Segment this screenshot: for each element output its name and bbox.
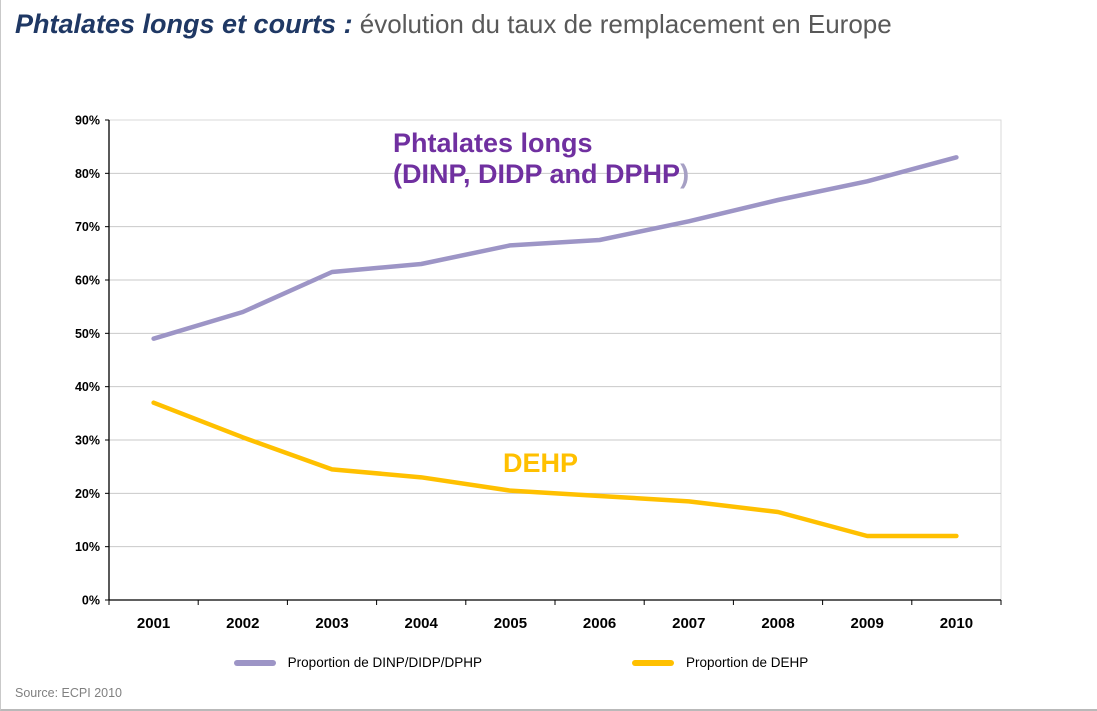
y-axis-label: 80% (75, 167, 100, 181)
legend-swatch-dehp (632, 659, 674, 666)
x-axis-label: 2005 (494, 615, 527, 632)
legend-item-dehp: Proportion de DEHP (632, 655, 808, 670)
annotation-phtalates-longs-line2: (DINP, DIDP and DPHP (393, 159, 681, 190)
y-axis-label: 10% (75, 540, 100, 554)
legend-swatch-dinp-didp-dphp (233, 659, 276, 666)
legend-label-dinp-didp-dphp: Proportion de DINP/DIDP/DPHP (287, 655, 482, 670)
line-chart: 0% 10% 20% 30% 40% 50% 60% 70% 80% 90% 2001 2002 200… (75, 114, 1002, 632)
legend-item-dinp-didp-dphp: Proportion de DINP/DIDP/DPHP (233, 655, 482, 670)
page-title-subtitle: évolution du taux de remplacement en Eur… (352, 9, 892, 39)
y-axis-label: 30% (75, 434, 100, 448)
annotation-phtalates-longs-line1: Phtalates longs (393, 128, 593, 158)
y-axis-label: 60% (75, 274, 100, 288)
x-axis-label: 2008 (761, 615, 794, 632)
x-axis-label: 2003 (315, 615, 348, 632)
legend-label-dehp: Proportion de DEHP (686, 655, 809, 670)
y-axis-label: 70% (75, 220, 100, 234)
page-title: Phtalates longs et courts : évolution du… (15, 8, 1087, 42)
annotation-phtalates-longs: Phtalates longs (DINP, DIDP and DPHP) (393, 128, 689, 190)
series-line-dehp (151, 400, 959, 539)
annotation-phtalates-longs-paren: ) (680, 159, 690, 190)
annotation-dehp-text: DEHP (503, 448, 579, 478)
chart-legend: Proportion de DINP/DIDP/DPHP Proportion … (1, 655, 1041, 670)
y-axis-label: 90% (75, 114, 100, 128)
source-note: Source: ECPI 2010 (15, 686, 123, 700)
x-axis-label: 2004 (405, 615, 439, 632)
x-axis-label: 2007 (672, 615, 705, 632)
y-axis-label: 0% (82, 594, 100, 608)
x-axis-label: 2010 (940, 615, 973, 632)
y-axis-label: 20% (75, 487, 100, 501)
y-axis-label: 40% (75, 380, 100, 394)
page-title-main: Phtalates longs et courts : (15, 9, 353, 39)
x-axis-label: 2002 (226, 615, 259, 632)
x-axis-label: 2001 (137, 615, 170, 632)
series-line-dinp-didp-dphp (151, 155, 959, 341)
annotation-dehp: DEHP (503, 448, 578, 479)
y-axis-label: 50% (75, 327, 100, 341)
plot-area (108, 119, 1002, 601)
x-axis-label: 2009 (851, 615, 884, 632)
x-axis-label: 2006 (583, 615, 616, 632)
